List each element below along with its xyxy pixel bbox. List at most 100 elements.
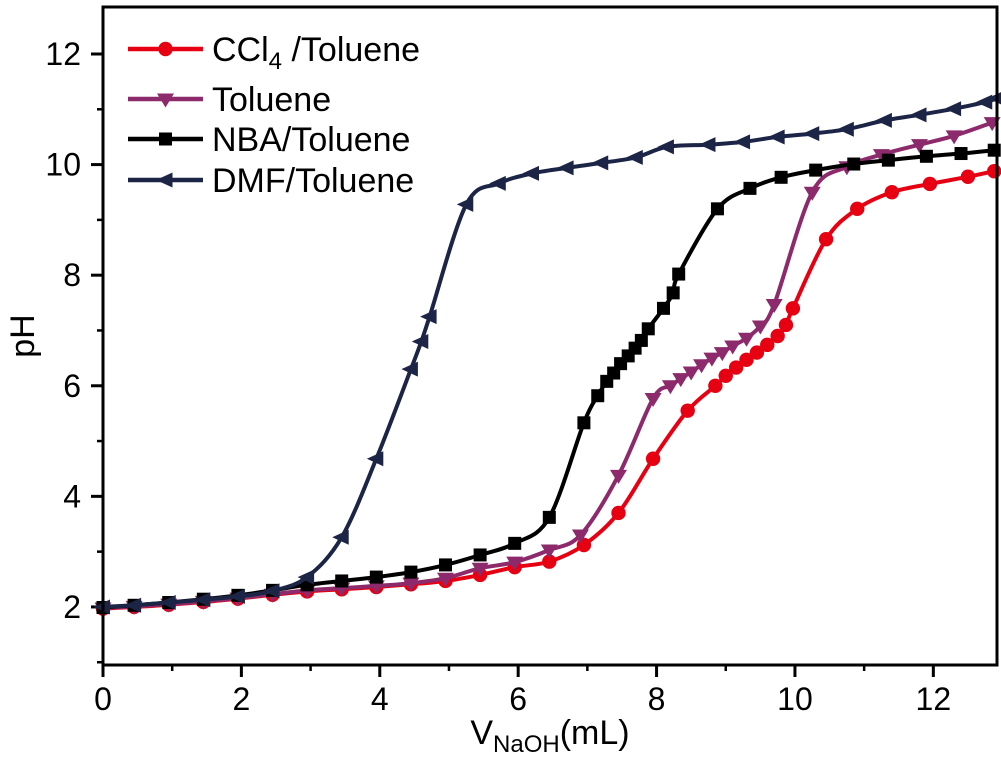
legend-marker bbox=[156, 172, 173, 188]
data-point-marker bbox=[682, 366, 700, 381]
data-point-marker bbox=[703, 352, 721, 367]
x-tick-label: 12 bbox=[916, 681, 952, 717]
data-point-marker bbox=[591, 389, 605, 403]
data-point-marker bbox=[987, 143, 1001, 157]
data-point-marker bbox=[439, 558, 453, 572]
data-point-marker bbox=[508, 536, 522, 550]
data-point-marker bbox=[473, 548, 487, 562]
data-point-marker bbox=[945, 130, 963, 145]
legend-marker bbox=[159, 132, 172, 146]
data-point-marker bbox=[911, 139, 929, 154]
legend-marker bbox=[157, 93, 174, 108]
data-point-marker bbox=[765, 298, 783, 313]
data-point-marker bbox=[708, 378, 723, 393]
legend-label: CCl4 /Toluene bbox=[212, 31, 420, 75]
data-point-marker bbox=[884, 185, 900, 200]
y-tick-label: 12 bbox=[45, 36, 81, 72]
data-point-marker bbox=[591, 155, 609, 171]
series-line-ccl4-toluene bbox=[101, 169, 997, 611]
data-point-marker bbox=[774, 170, 788, 184]
x-tick-label: 4 bbox=[371, 681, 389, 717]
data-point-marker bbox=[641, 322, 655, 336]
data-point-marker bbox=[522, 165, 540, 181]
data-point-marker bbox=[644, 392, 662, 407]
data-point-marker bbox=[733, 134, 751, 150]
data-point-marker bbox=[411, 334, 429, 350]
data-point-marker bbox=[960, 169, 976, 184]
data-point-marker bbox=[768, 129, 785, 145]
data-point-marker bbox=[263, 583, 280, 599]
data-point-marker bbox=[922, 176, 938, 192]
data-point-marker bbox=[713, 347, 731, 362]
data-point-marker bbox=[760, 337, 775, 353]
data-point-marker bbox=[872, 149, 890, 164]
y-tick-label: 4 bbox=[63, 478, 81, 514]
data-point-marker bbox=[809, 163, 823, 177]
legend-label: Toluene bbox=[212, 81, 331, 119]
data-point-marker bbox=[557, 160, 574, 176]
data-point-marker bbox=[437, 572, 455, 587]
data-point-marker bbox=[698, 137, 716, 153]
data-point-marker bbox=[577, 416, 591, 430]
data-point-marker bbox=[297, 569, 315, 585]
legend-item-toluene: Toluene bbox=[128, 81, 331, 119]
data-point-marker bbox=[954, 147, 968, 161]
data-point-marker bbox=[785, 301, 801, 316]
series-line-nba-toluene bbox=[101, 148, 997, 610]
data-point-marker bbox=[770, 328, 785, 344]
data-point-marker bbox=[401, 361, 418, 377]
y-axis-label: pH bbox=[4, 314, 42, 357]
y-tick-label: 6 bbox=[63, 368, 81, 404]
legend-marker bbox=[158, 41, 173, 57]
data-point-marker bbox=[919, 149, 933, 163]
data-point-marker bbox=[335, 574, 349, 588]
data-point-marker bbox=[743, 181, 757, 195]
data-point-marker bbox=[489, 175, 506, 191]
data-point-marker bbox=[542, 510, 556, 524]
data-point-marker bbox=[672, 267, 686, 281]
data-point-marker bbox=[818, 232, 834, 247]
y-tick-label: 10 bbox=[45, 147, 81, 183]
data-point-marker bbox=[228, 588, 245, 604]
data-point-marker bbox=[369, 570, 383, 584]
data-point-marker bbox=[402, 577, 420, 592]
data-point-marker bbox=[656, 301, 670, 315]
data-point-marker bbox=[404, 565, 418, 579]
x-tick-label: 0 bbox=[94, 681, 112, 717]
data-point-marker bbox=[749, 345, 765, 360]
data-point-marker bbox=[367, 580, 385, 595]
data-point-marker bbox=[728, 360, 744, 375]
data-point-marker bbox=[718, 368, 733, 384]
data-point-marker bbox=[803, 186, 821, 201]
plot-frame bbox=[101, 5, 999, 667]
data-point-marker bbox=[471, 562, 489, 577]
data-point-marker bbox=[724, 340, 742, 355]
data-point-marker bbox=[540, 544, 558, 559]
data-point-marker bbox=[739, 352, 754, 367]
data-point-marker bbox=[693, 359, 711, 374]
data-point-marker bbox=[657, 139, 674, 155]
data-point-marker bbox=[738, 332, 756, 347]
data-point-marker bbox=[672, 373, 690, 388]
legend-item-dmf-toluene: DMF/Toluene bbox=[128, 162, 414, 200]
data-point-marker bbox=[944, 101, 962, 117]
data-point-marker bbox=[802, 126, 820, 142]
data-point-marker bbox=[875, 112, 892, 128]
data-point-marker bbox=[159, 595, 176, 611]
data-point-marker bbox=[847, 157, 861, 171]
data-point-marker bbox=[610, 469, 628, 484]
data-point-marker bbox=[571, 529, 589, 544]
data-point-marker bbox=[975, 94, 993, 110]
data-point-marker bbox=[193, 592, 211, 608]
y-tick-label: 2 bbox=[63, 589, 81, 625]
x-tick-label: 6 bbox=[509, 681, 527, 717]
data-point-marker bbox=[626, 149, 643, 165]
data-point-marker bbox=[751, 320, 769, 335]
series-nba-toluene bbox=[96, 143, 1001, 614]
data-point-marker bbox=[456, 196, 474, 212]
data-point-marker bbox=[778, 317, 794, 333]
data-point-marker bbox=[710, 202, 724, 216]
data-point-marker bbox=[987, 164, 1001, 179]
